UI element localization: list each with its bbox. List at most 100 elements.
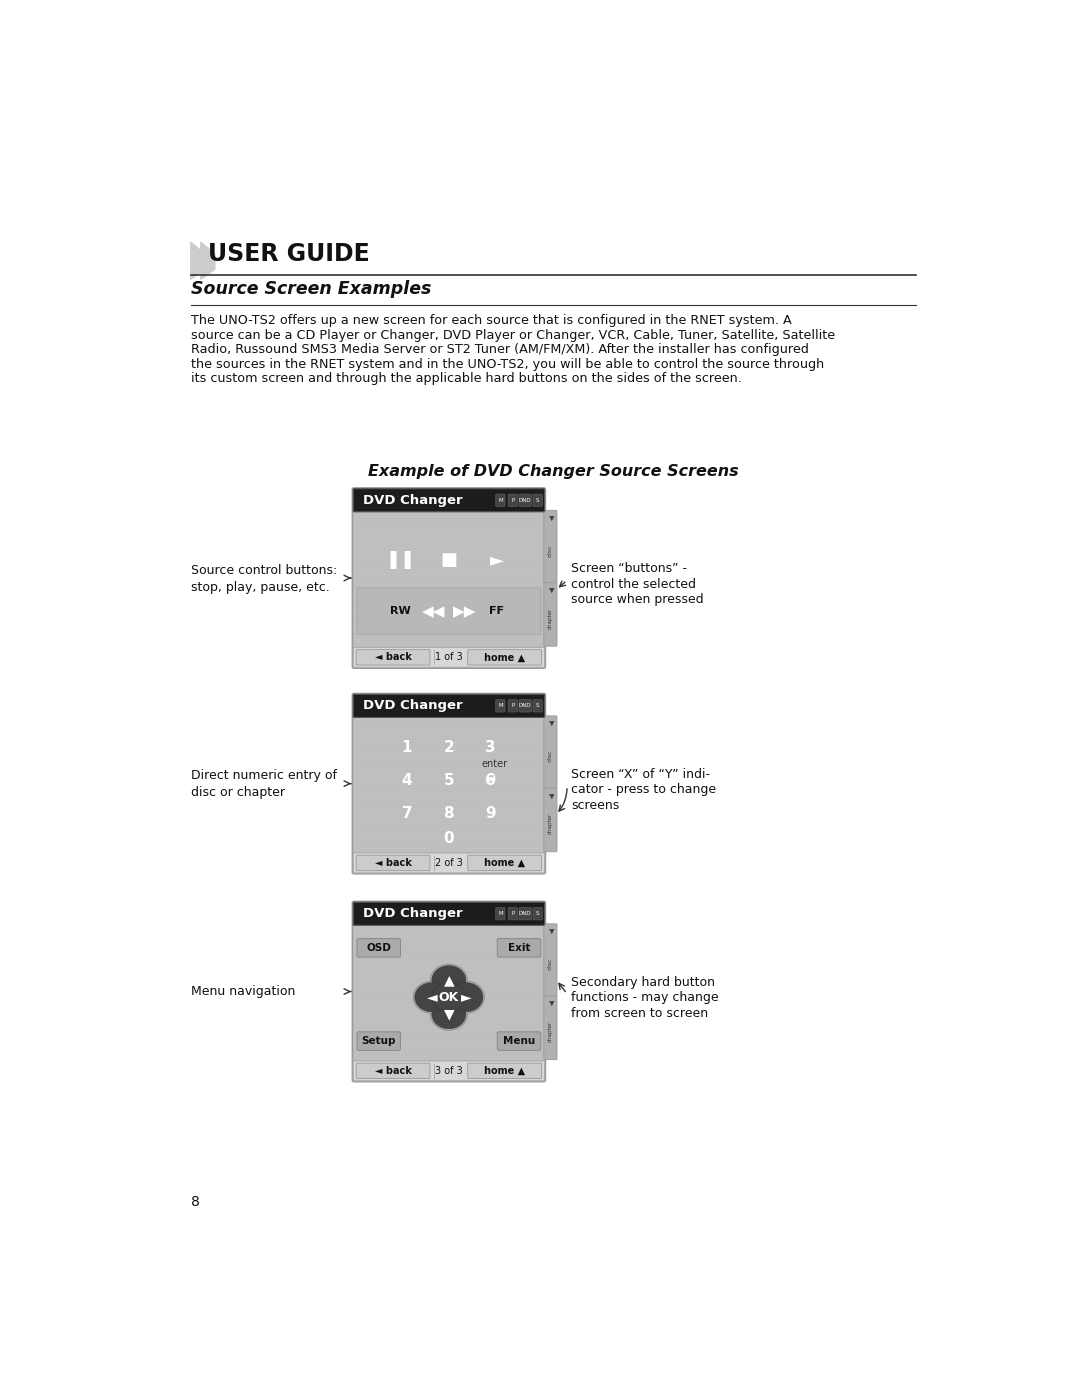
Text: ►: ► [490, 550, 504, 569]
Ellipse shape [417, 601, 449, 610]
Text: Source control buttons:: Source control buttons: [191, 564, 337, 577]
Text: Source Screen Examples: Source Screen Examples [191, 279, 431, 298]
Ellipse shape [448, 601, 481, 610]
FancyBboxPatch shape [509, 700, 517, 712]
Ellipse shape [429, 820, 469, 854]
FancyBboxPatch shape [496, 495, 505, 507]
Ellipse shape [426, 539, 472, 578]
Text: 4: 4 [402, 773, 413, 788]
Text: OSD: OSD [366, 943, 391, 953]
Text: ↵: ↵ [484, 773, 497, 788]
Ellipse shape [378, 539, 424, 578]
FancyBboxPatch shape [544, 510, 557, 583]
Text: DVD Changer: DVD Changer [363, 700, 463, 712]
Text: 7: 7 [402, 806, 413, 821]
FancyBboxPatch shape [353, 1060, 544, 1081]
Text: 0: 0 [444, 831, 455, 845]
Text: DND: DND [518, 703, 531, 708]
Text: 6: 6 [485, 773, 496, 788]
FancyBboxPatch shape [544, 788, 557, 852]
Ellipse shape [434, 802, 464, 813]
Ellipse shape [481, 548, 513, 559]
Text: M: M [498, 911, 502, 916]
FancyBboxPatch shape [544, 996, 557, 1060]
Ellipse shape [432, 965, 465, 995]
FancyBboxPatch shape [519, 908, 531, 921]
Text: ◄: ◄ [427, 990, 437, 1004]
Ellipse shape [475, 770, 505, 780]
Text: FF: FF [489, 606, 504, 616]
Text: ▶: ▶ [548, 928, 553, 933]
FancyBboxPatch shape [352, 488, 545, 668]
Text: 3 of 3: 3 of 3 [435, 1066, 462, 1076]
Text: ❚❚: ❚❚ [386, 550, 416, 569]
Text: 1 of 3: 1 of 3 [435, 652, 462, 662]
FancyBboxPatch shape [357, 1032, 401, 1051]
Text: ▶: ▶ [548, 1000, 553, 1006]
FancyBboxPatch shape [532, 908, 542, 921]
Ellipse shape [430, 964, 468, 996]
FancyBboxPatch shape [509, 908, 517, 921]
Text: ◄ back: ◄ back [375, 858, 411, 868]
Text: OK: OK [438, 990, 459, 1003]
Polygon shape [201, 242, 215, 279]
Text: USER GUIDE: USER GUIDE [207, 242, 369, 267]
Text: S: S [536, 911, 539, 916]
Ellipse shape [447, 981, 485, 1013]
Text: disc or chapter: disc or chapter [191, 787, 285, 799]
Text: RW: RW [391, 606, 411, 616]
Text: Secondary hard button: Secondary hard button [571, 975, 715, 989]
Text: ◀◀: ◀◀ [421, 605, 445, 619]
Ellipse shape [429, 763, 469, 796]
Ellipse shape [428, 793, 471, 831]
Ellipse shape [428, 728, 471, 766]
Ellipse shape [475, 802, 505, 813]
Ellipse shape [469, 761, 512, 798]
FancyBboxPatch shape [496, 700, 505, 712]
Text: Menu navigation: Menu navigation [191, 985, 295, 997]
Ellipse shape [471, 796, 511, 830]
Text: disc: disc [548, 543, 553, 556]
Text: chapter: chapter [548, 1021, 553, 1042]
Text: the sources in the RNET system and in the UNO-TS2, you will be able to control t: the sources in the RNET system and in th… [191, 358, 824, 370]
Ellipse shape [429, 796, 469, 830]
Text: Menu: Menu [503, 1037, 535, 1046]
Ellipse shape [414, 981, 450, 1013]
Ellipse shape [475, 736, 505, 747]
FancyBboxPatch shape [357, 588, 541, 634]
Ellipse shape [392, 736, 422, 747]
Text: P: P [511, 497, 514, 503]
FancyBboxPatch shape [509, 495, 517, 507]
Text: ▶: ▶ [548, 719, 553, 725]
Ellipse shape [475, 770, 505, 780]
Ellipse shape [428, 541, 471, 577]
Ellipse shape [392, 770, 422, 780]
Text: M: M [498, 703, 502, 708]
Text: Screen “X” of “Y” indi-: Screen “X” of “Y” indi- [571, 768, 710, 781]
Text: Radio, Russound SMS3 Media Server or ST2 Tuner (AM/FM/XM). After the installer h: Radio, Russound SMS3 Media Server or ST2… [191, 344, 809, 356]
FancyBboxPatch shape [353, 694, 544, 718]
Ellipse shape [428, 819, 471, 856]
Ellipse shape [474, 539, 521, 578]
Text: chapter: chapter [548, 813, 553, 834]
Ellipse shape [469, 728, 512, 766]
Ellipse shape [432, 999, 465, 1028]
Text: screens: screens [571, 799, 619, 812]
FancyBboxPatch shape [497, 1032, 541, 1051]
Ellipse shape [428, 761, 471, 798]
Text: source when pressed: source when pressed [571, 594, 703, 606]
Ellipse shape [449, 982, 483, 1011]
Ellipse shape [411, 592, 455, 630]
Ellipse shape [429, 979, 470, 1014]
Text: source can be a CD Player or Changer, DVD Player or Changer, VCR, Cable, Tuner, : source can be a CD Player or Changer, DV… [191, 328, 835, 342]
Text: 3: 3 [485, 740, 496, 756]
Ellipse shape [429, 729, 469, 764]
Text: stop, play, pause, etc.: stop, play, pause, etc. [191, 581, 329, 594]
Text: home ▲: home ▲ [484, 652, 525, 662]
Text: DND: DND [518, 911, 531, 916]
Text: its custom screen and through the applicable hard buttons on the sides of the sc: its custom screen and through the applic… [191, 373, 742, 386]
Text: ▲: ▲ [444, 974, 455, 988]
Text: 5: 5 [444, 773, 455, 788]
Text: Direct numeric entry of: Direct numeric entry of [191, 770, 337, 782]
Text: 2: 2 [444, 740, 455, 756]
